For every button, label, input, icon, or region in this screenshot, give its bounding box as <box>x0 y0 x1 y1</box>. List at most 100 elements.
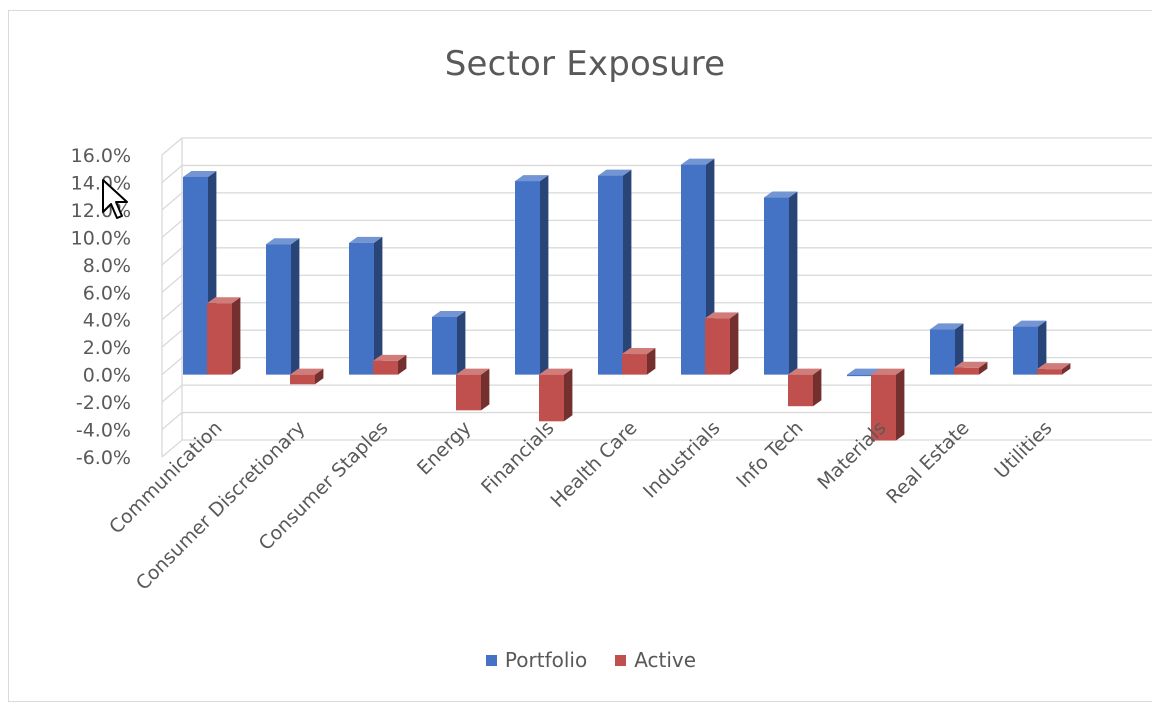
y-tick-label: 10.0% <box>71 227 131 249</box>
bar-active-3 <box>456 368 490 411</box>
bar-portfolio-10 <box>1013 320 1047 375</box>
bar-top <box>930 323 964 330</box>
bar-front <box>456 374 481 411</box>
bar-front <box>764 197 789 375</box>
bar-active-2 <box>373 354 407 375</box>
legend-item-active: Active <box>615 648 696 672</box>
bar-top <box>847 368 881 375</box>
bar-top <box>598 169 632 176</box>
bar-top <box>764 191 798 198</box>
bar-side <box>564 368 573 422</box>
bar-side <box>398 354 407 375</box>
bar-side <box>896 368 905 441</box>
bar-top <box>515 175 549 182</box>
bar-side <box>623 169 632 375</box>
bar-portfolio-9 <box>930 323 964 375</box>
x-tick-label: Industrials <box>639 417 725 503</box>
x-tick-label: Materials <box>813 417 890 494</box>
bar-top <box>373 354 407 361</box>
bar-front <box>266 244 291 375</box>
bar-active-8 <box>871 368 905 441</box>
bar-portfolio-7 <box>764 191 798 375</box>
bar-portfolio-1 <box>266 238 300 375</box>
legend-label-active: Active <box>634 648 697 672</box>
bar-front <box>598 175 623 375</box>
bar-front <box>1037 369 1062 375</box>
y-tick-label: -4.0% <box>76 420 131 442</box>
bar-top <box>432 310 466 317</box>
x-tick-label: Health Care <box>546 417 641 512</box>
gridline <box>161 137 1152 156</box>
bar-front <box>290 374 315 385</box>
bar-portfolio-8 <box>847 368 881 377</box>
gridline <box>161 164 1152 183</box>
bar-front <box>539 374 564 422</box>
bar-top <box>290 368 324 375</box>
bars <box>183 158 1071 441</box>
y-tick-label: 16.0% <box>71 145 131 167</box>
bar-top <box>349 236 383 243</box>
y-tick-label: -6.0% <box>76 447 131 469</box>
chart-title: Sector Exposure <box>444 44 726 84</box>
bar-side <box>789 191 798 375</box>
bar-front <box>788 374 813 407</box>
bar-front <box>349 242 374 375</box>
bar-front <box>930 329 955 375</box>
gridline <box>161 384 1152 403</box>
x-tick-label: Utilities <box>990 417 1056 483</box>
bar-side <box>813 368 822 407</box>
legend-swatch-portfolio <box>485 654 497 666</box>
y-tick-label: 14.0% <box>71 172 131 194</box>
bar-top <box>456 368 490 375</box>
bar-side <box>730 312 739 375</box>
bar-front <box>207 303 232 375</box>
bar-front <box>183 176 208 375</box>
bar-top <box>266 238 300 245</box>
bar-side <box>374 236 383 375</box>
x-tick-label: Financials <box>477 417 558 498</box>
y-axis-ticks: -6.0% -4.0% -2.0% 0.0% 2.0% 4.0% 6.0% 8.0% 10.0%… <box>71 145 131 469</box>
bar-front <box>847 374 872 377</box>
bar-side <box>315 368 324 385</box>
bar-active-6 <box>705 312 739 375</box>
x-tick-label: Info Tech <box>732 417 807 492</box>
bar-top <box>681 158 715 165</box>
y-tick-label: 8.0% <box>83 255 131 277</box>
bar-top <box>1013 320 1047 327</box>
bar-front <box>1013 326 1038 375</box>
legend-label-portfolio: Portfolio <box>504 648 588 672</box>
y-tick-label: -2.0% <box>76 392 131 414</box>
bar-active-0 <box>207 297 241 375</box>
bar-active-10 <box>1037 363 1071 375</box>
bar-active-9 <box>954 361 988 375</box>
bar-side <box>481 368 490 411</box>
gridline <box>161 219 1152 238</box>
x-tick-label: Energy <box>413 417 476 480</box>
bar-active-4 <box>539 368 573 422</box>
gridline <box>161 192 1152 211</box>
bar-side <box>540 175 549 375</box>
bar-portfolio-3 <box>432 310 466 375</box>
gridline <box>161 411 1152 431</box>
bar-active-1 <box>290 368 324 385</box>
bar-front <box>432 316 457 375</box>
bar-portfolio-5 <box>598 169 632 375</box>
x-tick-label: Consumer Discretionary <box>132 417 310 595</box>
bar-top <box>871 368 905 375</box>
bar-front <box>705 318 730 375</box>
bar-front <box>622 354 647 375</box>
y-tick-label: 6.0% <box>83 282 131 304</box>
mouse-pointer-icon <box>102 179 128 219</box>
y-tick-label: 0.0% <box>83 365 131 387</box>
bar-top <box>954 361 988 368</box>
bar-top <box>207 297 241 304</box>
bar-portfolio-2 <box>349 236 383 375</box>
bar-active-7 <box>788 368 822 407</box>
legend: Portfolio Active <box>0 648 1152 672</box>
bar-side <box>955 323 964 375</box>
bar-side <box>291 238 300 375</box>
gridline <box>161 302 1152 321</box>
bar-side <box>1062 363 1071 375</box>
bar-side <box>647 348 656 375</box>
